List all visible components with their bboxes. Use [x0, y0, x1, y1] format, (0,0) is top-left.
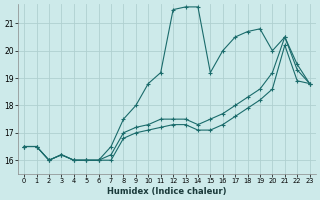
X-axis label: Humidex (Indice chaleur): Humidex (Indice chaleur)	[107, 187, 227, 196]
